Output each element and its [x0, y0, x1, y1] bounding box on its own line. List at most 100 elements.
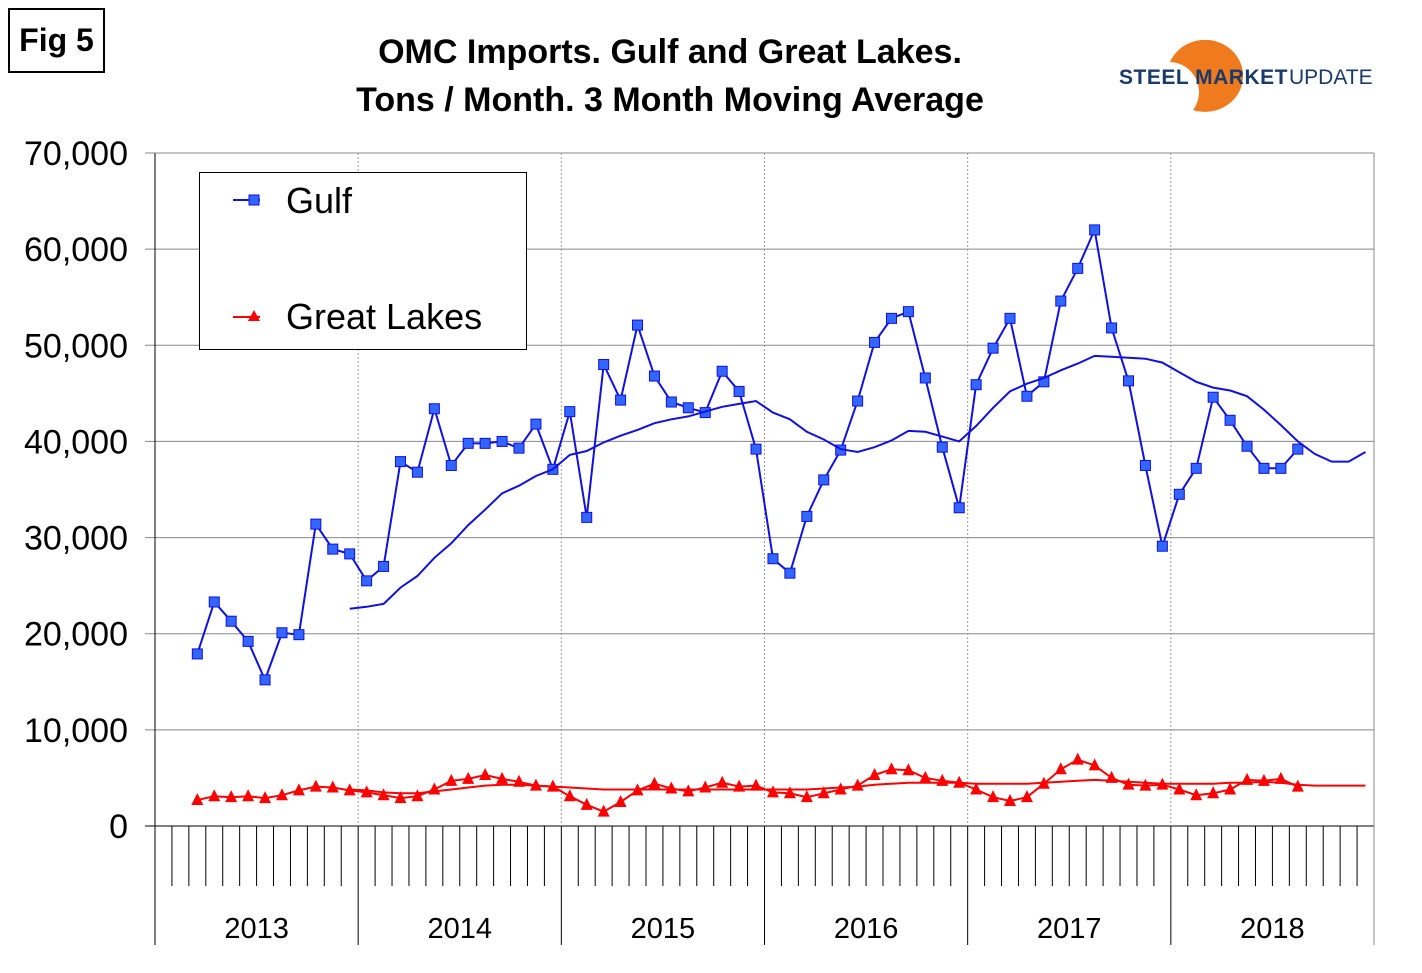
great-lakes-point [1071, 752, 1084, 765]
gulf-point [581, 511, 593, 523]
gulf-point [1072, 262, 1084, 274]
great-lakes-point [275, 788, 288, 801]
logo-swoosh-icon [1170, 40, 1244, 112]
great-lakes-point [580, 797, 593, 810]
gulf-point [598, 359, 610, 371]
gulf-point [1021, 390, 1033, 402]
gulf-point [378, 560, 390, 572]
y-tick-label: 70,000 [24, 135, 128, 173]
y-tick-label: 30,000 [24, 520, 128, 558]
x-tick-label: 2014 [427, 913, 492, 945]
great-lakes-point [479, 768, 492, 781]
gulf-point [852, 395, 864, 407]
chart-title-line2: Tons / Month. 3 Month Moving Average [356, 81, 984, 119]
great-lakes-point [885, 762, 898, 775]
gulf-point [784, 567, 796, 579]
gulf-point [225, 615, 237, 627]
gulf-point [361, 575, 373, 587]
steel-market-update-logo: STEEL MARKET UPDATE [1115, 40, 1395, 115]
great-lakes-point [1054, 762, 1067, 775]
gulf-point [1275, 462, 1287, 474]
x-tick-label: 2017 [1037, 913, 1102, 945]
great-lakes-point [445, 773, 458, 786]
great-lakes-point [851, 778, 864, 791]
great-lakes-point [292, 783, 305, 796]
y-tick-label: 50,000 [24, 327, 128, 365]
gulf-point [801, 510, 813, 522]
gulf-point [564, 406, 576, 418]
great-lakes-point [902, 763, 915, 776]
gulf-point [1292, 443, 1304, 455]
gulf-point [310, 518, 322, 530]
legend-gulf-label: Gulf [286, 180, 353, 221]
great-lakes-point [1122, 777, 1135, 790]
great-lakes-point [343, 783, 356, 796]
gulf-point [733, 385, 745, 397]
trendline-great-lakes [349, 778, 1366, 795]
great-lakes-point [1139, 778, 1152, 791]
logo-text-bold: STEEL MARKET [1119, 66, 1288, 89]
gulf-point [1139, 459, 1151, 471]
great-lakes-point [1190, 788, 1203, 801]
x-tick-label: 2015 [631, 913, 696, 945]
gulf-point [919, 372, 931, 384]
gulf-point [462, 437, 474, 449]
great-lakes-point [597, 804, 610, 817]
x-tick-label: 2018 [1240, 913, 1305, 945]
great-lakes-point [411, 789, 424, 802]
y-tick-label: 0 [109, 808, 128, 846]
great-lakes-point [614, 794, 627, 807]
gulf-point [1207, 391, 1219, 403]
great-lakes-point [1020, 790, 1033, 803]
great-lakes-point [225, 790, 238, 803]
great-lakes-point [750, 778, 763, 791]
great-lakes-point [208, 789, 221, 802]
logo-text-light: UPDATE [1289, 66, 1373, 89]
gulf-point [479, 437, 491, 449]
gulf-point [767, 553, 779, 565]
x-tick-label: 2013 [224, 913, 289, 945]
gulf-point [665, 396, 677, 408]
gulf-point [1258, 462, 1270, 474]
gulf-point [885, 312, 897, 324]
legend-gulf-marker-icon [233, 194, 260, 321]
great-lakes-point [326, 780, 339, 793]
gulf-point [1241, 440, 1253, 452]
legend: Gulf Great Lakes [199, 172, 527, 350]
gulf-point [632, 319, 644, 331]
gulf-point [869, 336, 881, 348]
great-lakes-point [1173, 782, 1186, 795]
gulf-point [1106, 322, 1118, 334]
gulf-point [327, 543, 339, 555]
gulf-point [411, 466, 423, 478]
gulf-point [1173, 488, 1185, 500]
great-lakes-point [716, 775, 729, 788]
great-lakes-point [191, 793, 204, 806]
great-lakes-point [546, 779, 559, 792]
great-lakes-point [987, 790, 1000, 803]
y-tick-label: 20,000 [24, 616, 128, 654]
chart-title-line1: OMC Imports. Gulf and Great Lakes. [378, 33, 962, 71]
great-lakes-point [868, 768, 881, 781]
gulf-point [936, 441, 948, 453]
legend-great-lakes-label: Great Lakes [286, 296, 483, 337]
great-lakes-point [394, 791, 407, 804]
great-lakes-point [377, 788, 390, 801]
gulf-point [394, 456, 406, 468]
trendline-gulf [349, 354, 1366, 610]
gulf-point [530, 418, 542, 430]
gulf-point [1038, 376, 1050, 388]
gulf-point [682, 402, 694, 414]
gulf-point [1123, 375, 1135, 387]
great-lakes-point [1274, 771, 1287, 784]
great-lakes-point [800, 790, 813, 803]
gulf-point [750, 443, 762, 455]
great-lakes-point [817, 786, 830, 799]
gulf-point [648, 370, 660, 382]
gulf-point [208, 596, 220, 608]
gulf-point [513, 442, 525, 454]
gulf-point [293, 629, 305, 641]
great-lakes-point [1207, 786, 1220, 799]
great-lakes-point [665, 781, 678, 794]
gulf-point [1055, 295, 1067, 307]
